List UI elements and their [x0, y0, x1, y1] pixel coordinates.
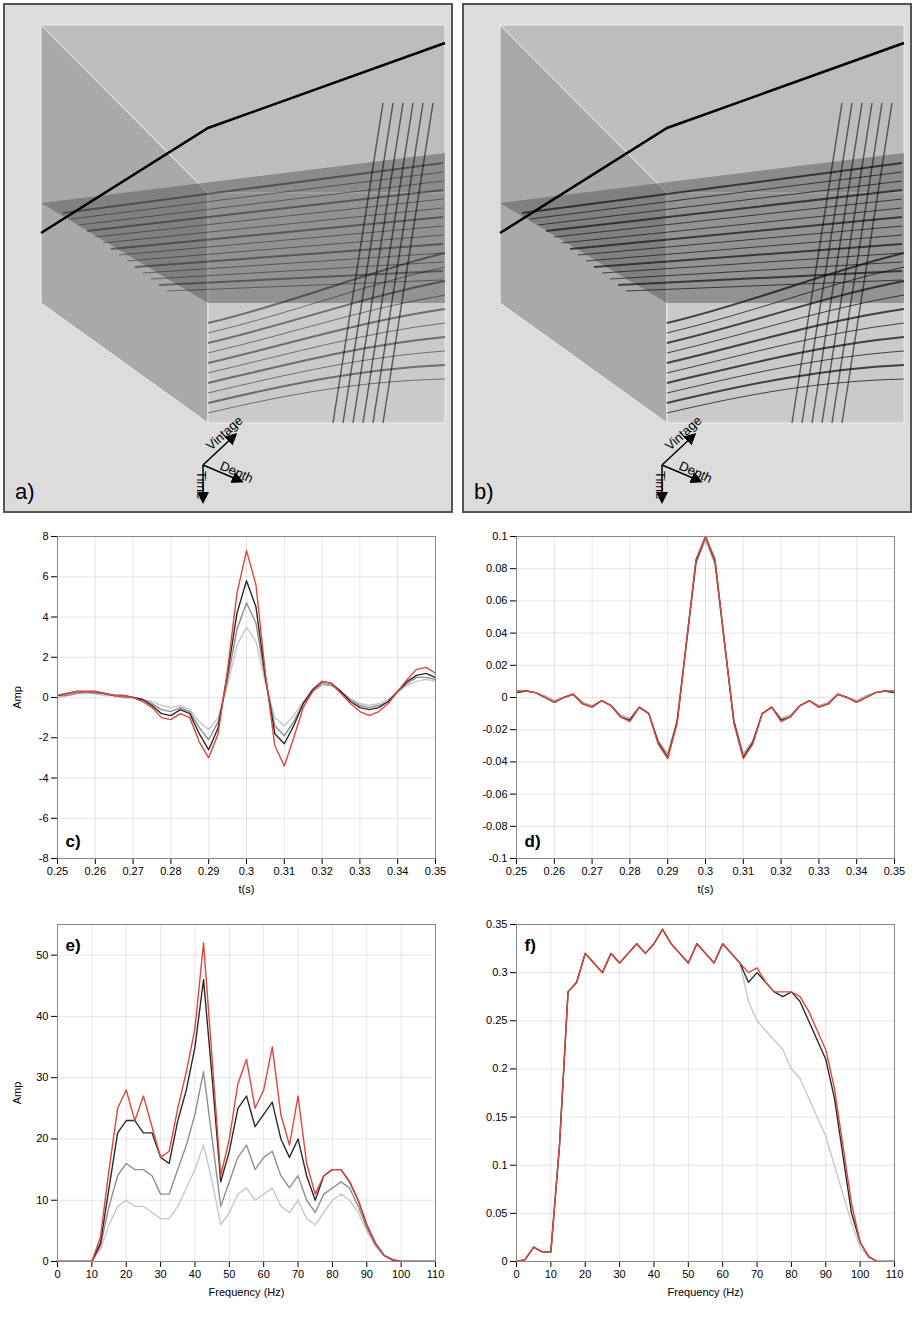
svg-text:20: 20 — [579, 1268, 591, 1280]
svg-text:-4: -4 — [39, 772, 49, 784]
svg-text:0.02: 0.02 — [486, 659, 507, 671]
svg-text:0: 0 — [501, 691, 507, 703]
svg-text:6: 6 — [42, 570, 48, 582]
svg-text:20: 20 — [36, 1132, 48, 1144]
svg-text:0.32: 0.32 — [770, 865, 791, 877]
svg-text:2: 2 — [42, 651, 48, 663]
svg-text:10: 10 — [86, 1268, 98, 1280]
svg-text:Time: Time — [194, 471, 209, 499]
svg-text:4: 4 — [42, 611, 48, 623]
svg-text:Vintage: Vintage — [203, 413, 246, 453]
svg-text:40: 40 — [189, 1268, 201, 1280]
svg-text:a): a) — [15, 479, 35, 504]
svg-text:0: 0 — [42, 691, 48, 703]
svg-text:-0.02: -0.02 — [482, 723, 507, 735]
svg-text:0.06: 0.06 — [486, 594, 507, 606]
svg-text:-0.08: -0.08 — [482, 820, 507, 832]
svg-text:0.3: 0.3 — [698, 865, 713, 877]
svg-text:8: 8 — [42, 530, 48, 542]
svg-text:Frequency (Hz): Frequency (Hz) — [668, 1286, 744, 1298]
svg-text:0.1: 0.1 — [492, 530, 507, 542]
svg-text:0.05: 0.05 — [486, 1207, 507, 1219]
svg-text:Depth: Depth — [677, 458, 715, 486]
svg-text:30: 30 — [154, 1268, 166, 1280]
svg-text:Vintage: Vintage — [662, 413, 705, 453]
svg-text:0.3: 0.3 — [492, 966, 507, 978]
svg-text:-2: -2 — [39, 731, 49, 743]
svg-text:0.31: 0.31 — [733, 865, 754, 877]
svg-text:t(s): t(s) — [239, 883, 255, 895]
svg-text:d): d) — [525, 832, 541, 851]
svg-text:60: 60 — [258, 1268, 270, 1280]
svg-text:0.35: 0.35 — [425, 865, 446, 877]
svg-text:0.31: 0.31 — [274, 865, 295, 877]
svg-text:40: 40 — [36, 1010, 48, 1022]
svg-text:10: 10 — [36, 1194, 48, 1206]
svg-text:-8: -8 — [39, 852, 49, 864]
svg-text:0.33: 0.33 — [808, 865, 829, 877]
svg-text:0: 0 — [42, 1255, 48, 1267]
svg-text:0.25: 0.25 — [506, 865, 527, 877]
svg-text:0.29: 0.29 — [657, 865, 678, 877]
svg-text:70: 70 — [751, 1268, 763, 1280]
svg-text:0.08: 0.08 — [486, 562, 507, 574]
svg-text:0.34: 0.34 — [387, 865, 408, 877]
svg-text:0.28: 0.28 — [619, 865, 640, 877]
svg-text:0.29: 0.29 — [198, 865, 219, 877]
svg-text:0.26: 0.26 — [85, 865, 106, 877]
svg-text:f): f) — [525, 936, 536, 955]
svg-text:0.35: 0.35 — [486, 918, 507, 930]
svg-text:0.27: 0.27 — [122, 865, 143, 877]
svg-text:90: 90 — [820, 1268, 832, 1280]
svg-text:60: 60 — [717, 1268, 729, 1280]
svg-text:0.04: 0.04 — [486, 627, 507, 639]
svg-text:100: 100 — [392, 1268, 410, 1280]
svg-text:Amp: Amp — [11, 686, 23, 709]
svg-text:-0.1: -0.1 — [489, 852, 508, 864]
svg-text:20: 20 — [120, 1268, 132, 1280]
svg-text:Depth: Depth — [218, 458, 256, 486]
svg-text:0: 0 — [501, 1255, 507, 1267]
svg-text:b): b) — [474, 479, 494, 504]
svg-text:100: 100 — [851, 1268, 869, 1280]
svg-text:0.26: 0.26 — [544, 865, 565, 877]
svg-text:0.2: 0.2 — [492, 1062, 507, 1074]
svg-text:0: 0 — [54, 1268, 60, 1280]
svg-text:0.33: 0.33 — [349, 865, 370, 877]
svg-text:Frequency (Hz): Frequency (Hz) — [209, 1286, 285, 1298]
svg-text:e): e) — [66, 936, 81, 955]
svg-text:0.34: 0.34 — [846, 865, 867, 877]
svg-text:10: 10 — [545, 1268, 557, 1280]
svg-text:0.27: 0.27 — [581, 865, 602, 877]
svg-text:Amp: Amp — [11, 1082, 23, 1105]
svg-text:30: 30 — [613, 1268, 625, 1280]
svg-text:40: 40 — [648, 1268, 660, 1280]
svg-text:0.1: 0.1 — [492, 1159, 507, 1171]
svg-text:0.25: 0.25 — [47, 865, 68, 877]
svg-text:0.3: 0.3 — [239, 865, 254, 877]
svg-text:-0.06: -0.06 — [482, 788, 507, 800]
svg-text:80: 80 — [785, 1268, 797, 1280]
svg-text:t(s): t(s) — [698, 883, 714, 895]
svg-text:0.35: 0.35 — [884, 865, 905, 877]
svg-text:0.32: 0.32 — [311, 865, 332, 877]
svg-text:0.28: 0.28 — [160, 865, 181, 877]
svg-text:0.15: 0.15 — [486, 1111, 507, 1123]
svg-text:50: 50 — [36, 949, 48, 961]
svg-text:110: 110 — [886, 1268, 904, 1280]
svg-text:50: 50 — [223, 1268, 235, 1280]
svg-text:-0.04: -0.04 — [482, 755, 507, 767]
svg-text:70: 70 — [292, 1268, 304, 1280]
svg-text:0: 0 — [513, 1268, 519, 1280]
svg-text:-6: -6 — [39, 812, 49, 824]
svg-text:50: 50 — [682, 1268, 694, 1280]
svg-text:90: 90 — [361, 1268, 373, 1280]
svg-text:110: 110 — [427, 1268, 445, 1280]
svg-text:80: 80 — [326, 1268, 338, 1280]
svg-text:30: 30 — [36, 1071, 48, 1083]
svg-text:0.25: 0.25 — [486, 1014, 507, 1026]
svg-text:Time: Time — [653, 471, 668, 499]
svg-text:c): c) — [66, 832, 81, 851]
